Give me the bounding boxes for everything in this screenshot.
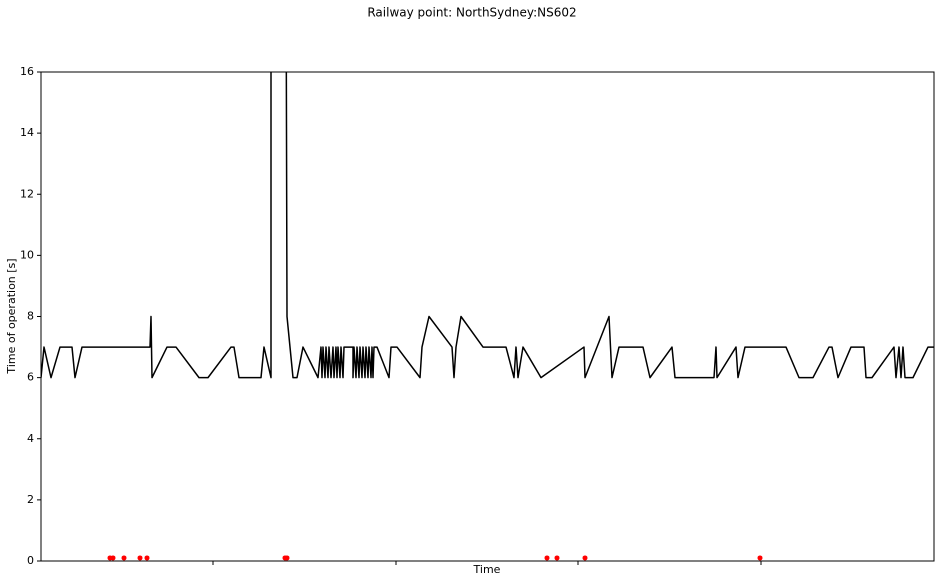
data-point <box>757 555 763 561</box>
y-tick-label: 10 <box>20 248 34 261</box>
y-tick-label: 8 <box>27 310 34 323</box>
y-axis-label: Time of operation [s] <box>5 258 18 374</box>
x-axis-label: Time <box>473 563 501 576</box>
data-point <box>284 555 290 561</box>
y-tick-label: 4 <box>27 432 34 445</box>
plot-area <box>41 72 934 561</box>
data-point <box>121 555 127 561</box>
chart-title: Railway point: NorthSydney:NS602 <box>367 6 576 20</box>
y-tick-label: 0 <box>27 554 34 567</box>
data-point <box>144 555 150 561</box>
y-tick-label: 14 <box>20 126 34 139</box>
data-line <box>41 72 934 379</box>
data-point <box>110 555 116 561</box>
data-point <box>582 555 588 561</box>
data-point <box>137 555 143 561</box>
y-tick-label: 12 <box>20 187 34 200</box>
data-point <box>554 555 560 561</box>
y-tick-label: 6 <box>27 371 34 384</box>
y-tick-label: 2 <box>27 493 34 506</box>
data-point <box>544 555 550 561</box>
y-tick-label: 16 <box>20 65 34 78</box>
